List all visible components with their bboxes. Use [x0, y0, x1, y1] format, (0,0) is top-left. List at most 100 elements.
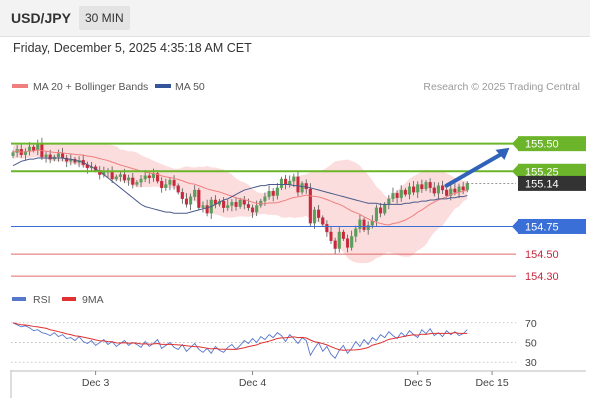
candle-body — [263, 196, 267, 202]
legend-rsi-swatch — [12, 297, 26, 301]
candle-body — [160, 181, 164, 188]
candle-body — [358, 219, 362, 229]
candle-body — [374, 207, 378, 222]
candle-body — [350, 236, 354, 248]
candle-body — [168, 179, 172, 185]
candle-body — [205, 205, 209, 214]
candle-body — [32, 146, 36, 151]
level-box-155.14 — [518, 175, 586, 191]
rsi-tick-70: 70 — [525, 318, 537, 330]
rsi-tick-30: 30 — [525, 357, 537, 369]
candle-body — [61, 153, 65, 159]
candle-body — [387, 198, 391, 205]
candle-body — [420, 184, 424, 190]
header-bar: USD/JPY 30 MIN — [0, 0, 590, 37]
candle-body — [56, 153, 60, 158]
x-tick-label: Dec 5 — [404, 377, 432, 389]
candle-body — [275, 187, 279, 196]
legend-ma20-swatch — [12, 84, 28, 88]
candle-body — [354, 228, 358, 237]
level-box-pointer — [512, 163, 519, 179]
candle-body — [432, 187, 436, 194]
candle-body — [222, 200, 226, 208]
candle-body — [230, 202, 234, 206]
candle-body — [296, 176, 300, 193]
candle-body — [325, 224, 329, 233]
legend-9ma-swatch — [62, 297, 76, 301]
level-label-154.30: 154.30 — [525, 271, 559, 283]
rsi-tick-50: 50 — [525, 338, 537, 350]
candle-body — [226, 205, 230, 208]
candle-body — [300, 183, 304, 193]
candle-body — [362, 219, 366, 230]
candle-body — [366, 225, 370, 230]
candle-body — [122, 174, 127, 181]
candle-body — [399, 189, 403, 198]
x-tick-label: Dec 3 — [82, 377, 110, 389]
rsi-line — [12, 322, 468, 359]
legend-ma50-swatch — [155, 84, 171, 88]
candle-body — [242, 199, 246, 205]
candle-body — [44, 154, 48, 158]
candle-body — [271, 190, 275, 196]
candle-body — [48, 154, 52, 160]
candle-body — [172, 179, 176, 186]
candle-body — [391, 193, 395, 200]
datetime-label: Friday, December 5, 2025 4:35:18 AM CET — [13, 41, 252, 55]
candle-body — [333, 240, 337, 249]
candle-body — [184, 198, 189, 205]
candle-body — [321, 217, 325, 225]
level-box-155.50 — [518, 136, 586, 152]
candle-body — [308, 188, 312, 224]
candle-body — [345, 238, 350, 248]
candle-body — [337, 231, 341, 249]
candle-body — [143, 175, 147, 180]
level-label-154.50: 154.50 — [525, 249, 559, 261]
candle-body — [461, 186, 465, 191]
level-label-154.75: 154.75 — [525, 221, 559, 233]
timeframe-badge[interactable]: 30 MIN — [79, 6, 130, 30]
candle-body — [11, 152, 15, 156]
candle-body — [250, 207, 255, 213]
candle-body — [341, 231, 345, 239]
candle-body — [416, 184, 420, 193]
candle-body — [440, 185, 445, 191]
candle-body — [428, 182, 432, 188]
legend-ma20-label: MA 20 + Bollinger Bands — [33, 81, 148, 93]
candle-body — [176, 185, 180, 193]
legend-rsi-label: RSI — [33, 294, 51, 306]
candle-body — [412, 186, 416, 193]
legend-9ma-label: 9MA — [82, 294, 104, 306]
level-label-155.14: 155.14 — [525, 178, 559, 190]
candle-body — [147, 175, 151, 179]
candle-body — [395, 193, 399, 198]
candle-body — [312, 209, 317, 224]
x-axis: Dec 3 Dec 4 Dec 5 Dec 15 — [10, 370, 586, 398]
ma20-line — [12, 149, 468, 226]
candle-body — [449, 188, 453, 196]
legend-ma50-label: MA 50 — [175, 81, 205, 93]
candle-body — [284, 178, 288, 185]
candle-body — [457, 186, 461, 193]
candle-body — [279, 178, 283, 188]
candle-body — [453, 188, 457, 193]
candle-body — [267, 190, 271, 197]
level-label-155.25: 155.25 — [525, 166, 559, 178]
candle-body — [246, 204, 250, 208]
candle-body — [135, 182, 139, 185]
candle-body — [197, 189, 201, 208]
credit-label: Research © 2025 Trading Central — [423, 81, 580, 93]
candle-body — [465, 183, 469, 191]
x-tick-label: Dec 4 — [239, 377, 267, 389]
candle-body — [234, 202, 238, 207]
candle-body — [189, 196, 193, 205]
level-box-155.25 — [518, 163, 586, 179]
level-box-pointer — [512, 136, 519, 152]
candle-body — [317, 209, 321, 218]
candle-body — [155, 173, 160, 182]
candle-body — [127, 177, 131, 181]
candles — [11, 137, 469, 255]
x-tick-label: Dec 15 — [475, 377, 508, 389]
candle-body — [238, 199, 242, 207]
